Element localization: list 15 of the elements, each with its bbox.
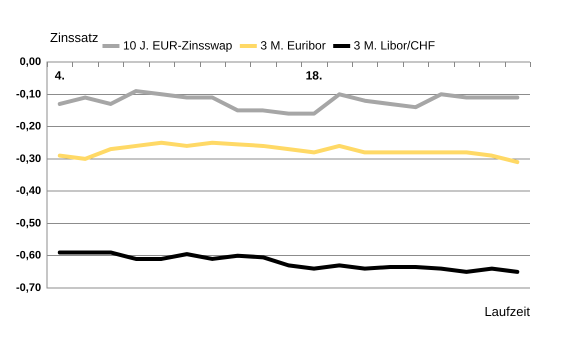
y-tick-label: -0,40 xyxy=(16,185,42,198)
legend-label: 3 M. Libor/CHF xyxy=(354,38,436,52)
x-axis-title: Laufzeit xyxy=(484,304,530,319)
y-tick-label: -0,70 xyxy=(16,282,42,294)
y-tick-label: -0,10 xyxy=(16,88,42,100)
y-tick-label: -0,20 xyxy=(16,120,42,133)
y-tick-label: -0,30 xyxy=(16,152,42,165)
x-tick-label: 4. xyxy=(54,68,65,82)
y-axis-title: Zinssatz xyxy=(50,30,98,45)
y-tick-label: -0,50 xyxy=(16,217,42,230)
legend-label: 10 J. EUR-Zinsswap xyxy=(122,38,233,52)
y-tick-label: -0,60 xyxy=(16,250,42,262)
x-tick-label: 18. xyxy=(306,68,322,82)
legend-label: 3 M. Euribor xyxy=(260,38,326,52)
y-tick-label: 0,00 xyxy=(20,56,42,68)
